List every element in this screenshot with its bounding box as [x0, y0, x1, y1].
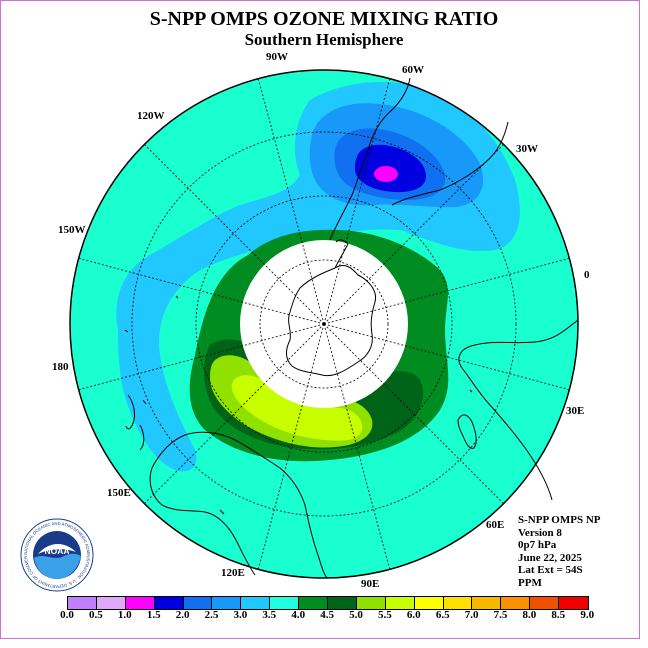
- lon-label-150e: 150E: [107, 487, 131, 499]
- field-1.0-1.5: [374, 166, 398, 182]
- logo-gull: [38, 543, 76, 554]
- legend-label: 5.5: [378, 609, 392, 621]
- legend-swatch: [125, 597, 155, 609]
- lon-label-30e: 30E: [566, 405, 584, 417]
- legend-label: 7.0: [464, 609, 479, 621]
- page-subtitle: Southern Hemisphere: [244, 30, 404, 49]
- legend-label: 8.5: [551, 609, 566, 621]
- lon-label-120w: 120W: [137, 110, 165, 122]
- latitude-ring-3: [131, 131, 517, 517]
- graticule: [78, 78, 570, 570]
- logo-wave: [34, 553, 81, 579]
- legend-label: 9.0: [580, 609, 595, 621]
- legend-label: 3.5: [262, 609, 277, 621]
- legend-label: 8.0: [522, 609, 537, 621]
- lon-label-60w: 60W: [402, 64, 424, 76]
- lon-label-90w: 90W: [266, 51, 288, 63]
- page-title: S-NPP OMPS OZONE MIXING RATIO: [149, 8, 499, 30]
- legend-label: 3.0: [233, 609, 248, 621]
- legend-label: 6.0: [406, 609, 421, 621]
- legend-label: 0.0: [60, 609, 74, 621]
- coastline-south-america: [329, 77, 509, 241]
- legend-label: 1.5: [146, 609, 161, 621]
- legend-label: 2.5: [204, 609, 219, 621]
- info-version: Version 8: [518, 526, 562, 539]
- legend-label: 6.5: [435, 609, 450, 621]
- legend-label: 5.0: [349, 609, 363, 621]
- lon-label-180: 180: [52, 361, 69, 373]
- coastlines: [124, 77, 579, 579]
- noaa-logo: NATIONAL OCEANIC AND ATMOSPHERIC ADMINIS…: [20, 518, 94, 592]
- legend-swatch: [559, 597, 589, 609]
- legend-label: 4.0: [291, 609, 306, 621]
- lon-label-120e: 120E: [221, 567, 245, 579]
- info-date: June 22, 2025: [518, 551, 582, 564]
- product-info: S-NPP OMPS NP Version 8 0p7 hPa June 22,…: [518, 514, 601, 589]
- legend-swatch: [414, 597, 444, 609]
- longitude-labels: 90W 60W 30W 0 30E 60E 90E 120E 150E 180 …: [52, 51, 590, 590]
- legend-swatch: [96, 597, 126, 609]
- coastline-islands: [124, 295, 473, 515]
- coastline-madagascar: [457, 414, 477, 449]
- figure-frame: [0, 0, 640, 639]
- field-5.5-6.0: [231, 375, 363, 441]
- legend-label: 4.5: [320, 609, 334, 621]
- lon-label-90e: 90E: [361, 578, 379, 590]
- legend-label: 7.5: [493, 609, 508, 621]
- legend-swatch: [183, 597, 213, 609]
- coastline-antarctica: [286, 265, 377, 377]
- lon-label-30w: 30W: [516, 143, 538, 155]
- ozone-field: [70, 70, 578, 578]
- legend-swatch: [299, 597, 329, 609]
- legend-swatch: [530, 597, 560, 609]
- legend-swatch: [328, 597, 357, 609]
- legend-swatch: [501, 597, 531, 609]
- lon-label-60e: 60E: [486, 519, 504, 531]
- legend-swatch: [212, 597, 242, 609]
- lon-label-0: 0: [584, 269, 590, 281]
- legend-swatch: [154, 597, 184, 609]
- legend-swatch: [270, 597, 300, 609]
- info-units: PPM: [518, 576, 542, 589]
- legend-label: 0.5: [89, 609, 103, 621]
- legend-label: 1.0: [117, 609, 132, 621]
- coastline-antarctic-peninsula: [334, 239, 349, 269]
- coastline-australia: [149, 431, 329, 579]
- map-boundary: [69, 69, 579, 579]
- logo-text: NOAA: [44, 546, 69, 556]
- color-legend-labels: 0.0 0.5 1.0 1.5 2.0 2.5 3.0 3.5 4.0 4.5 5.0 5.5 6.0 6…: [54, 609, 614, 623]
- legend-swatch: [68, 597, 97, 609]
- info-instrument: S-NPP OMPS NP: [518, 514, 601, 526]
- lon-label-150w: 150W: [58, 224, 86, 236]
- info-lat-extent: Lat Ext = 54S: [518, 564, 583, 576]
- legend-swatch: [443, 597, 473, 609]
- legend-label: 2.0: [175, 609, 190, 621]
- legend-swatch: [472, 597, 502, 609]
- coastline-new-zealand: [125, 394, 145, 451]
- info-pressure-level: 0p7 hPa: [518, 539, 557, 551]
- latitude-ring-1: [259, 259, 389, 389]
- legend-swatch: [385, 597, 415, 609]
- legend-swatch: [356, 597, 386, 609]
- coastline-africa: [458, 319, 579, 501]
- latitude-ring-2: [195, 195, 453, 453]
- south-pole-marker: [322, 322, 326, 326]
- color-legend: [67, 596, 590, 610]
- legend-swatch: [241, 597, 271, 609]
